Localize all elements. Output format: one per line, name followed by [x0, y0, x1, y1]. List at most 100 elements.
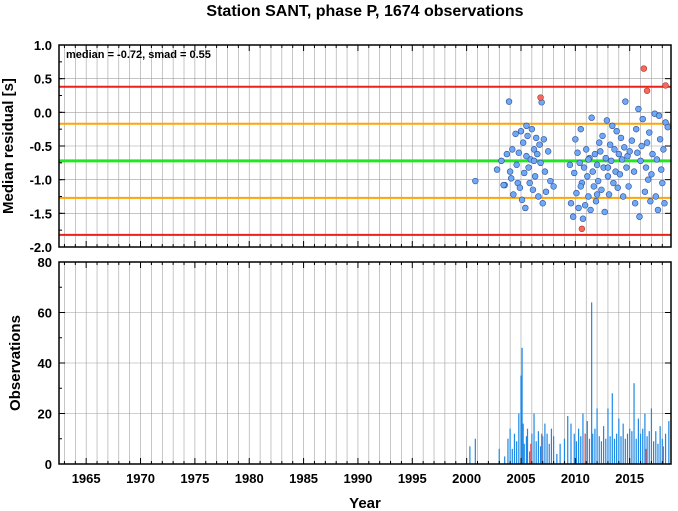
x-tick-label: 2005	[507, 471, 536, 486]
observation-bar	[556, 453, 558, 464]
residual-grid	[59, 44, 671, 248]
observations-x-ticks: 1965 1970 1975 1980 1985 1990 1995 2000 2005 2010…	[63, 262, 663, 486]
residual-point	[534, 150, 541, 158]
residual-point	[550, 183, 557, 190]
x-tick-label: 1965	[72, 471, 101, 486]
residual-point	[580, 164, 588, 171]
observation-bar	[588, 438, 591, 464]
residual-point	[661, 200, 668, 207]
observation-bar	[626, 433, 629, 464]
residual-point	[472, 177, 479, 185]
residual-point	[535, 193, 542, 200]
residual-point	[588, 114, 595, 121]
residual-point	[613, 127, 620, 135]
residual-point	[515, 149, 523, 156]
y-tick-label: -0.5	[30, 139, 52, 154]
residual-point	[510, 191, 517, 198]
observation-bar	[661, 438, 663, 464]
observation-bar	[516, 441, 518, 464]
outlier-observation-bar	[530, 443, 532, 464]
observations-panel: 0 20 40 60 80 1965 1970 1975 1980 1985 1990 1995 20…	[7, 255, 672, 511]
residual-point	[590, 183, 598, 190]
residual-point	[610, 179, 617, 187]
observation-bar	[567, 416, 569, 464]
observation-bar	[513, 433, 516, 464]
residual-point	[585, 193, 592, 200]
residual-point	[587, 206, 594, 214]
residual-point	[579, 215, 587, 222]
residual-point	[526, 179, 533, 187]
residual-point	[572, 136, 579, 143]
observation-bar	[469, 446, 471, 464]
residual-point	[517, 127, 525, 135]
y-tick-label: -2.0	[30, 240, 52, 255]
residual-point	[530, 146, 538, 153]
residual-point	[615, 150, 623, 158]
observation-bar	[637, 418, 639, 464]
residual-point	[660, 146, 667, 153]
observation-bar	[633, 383, 635, 464]
y-tick-label: 60	[38, 306, 52, 321]
residual-point	[642, 164, 650, 171]
residual-point	[577, 183, 584, 190]
residual-point	[525, 164, 532, 171]
observation-bar	[509, 428, 511, 464]
observation-bar	[550, 428, 553, 464]
residual-point	[603, 117, 611, 124]
observation-bar	[578, 428, 580, 464]
residual-point	[647, 198, 654, 205]
residual-y-ticks: 1.0 0.5 0.0 -0.5 -1.0 -1.5 -2.0	[30, 38, 671, 255]
residual-point	[493, 166, 501, 173]
residual-point	[591, 150, 599, 158]
residual-point	[625, 183, 632, 190]
residual-point	[606, 141, 614, 148]
residual-point	[641, 188, 649, 195]
residual-point	[602, 154, 609, 162]
outlier-point	[578, 225, 586, 233]
residual-point	[638, 142, 645, 150]
outlier-point	[640, 65, 648, 72]
residual-point	[542, 188, 550, 195]
residual-point	[509, 146, 516, 153]
observation-bar	[575, 441, 578, 464]
outlier-point	[662, 82, 669, 89]
residual-point	[584, 173, 591, 180]
residual-point	[531, 173, 539, 180]
residual-point	[594, 177, 602, 185]
residual-point	[523, 152, 530, 160]
observation-bar	[553, 436, 555, 464]
residual-point	[634, 149, 641, 156]
residual-point	[614, 184, 621, 191]
observation-bar	[521, 347, 523, 464]
observation-bar	[611, 393, 613, 464]
residual-point	[618, 156, 626, 163]
observation-bar	[580, 436, 582, 464]
residual-point	[597, 148, 604, 155]
residual-point	[652, 193, 659, 200]
residual-point	[498, 157, 505, 165]
observation-bar	[570, 423, 572, 464]
residual-point	[513, 161, 520, 169]
residual-point	[500, 181, 507, 189]
observation-bar	[657, 443, 659, 464]
residual-point	[516, 184, 524, 191]
residual-point	[576, 159, 583, 167]
observation-bar	[600, 441, 603, 464]
residual-point	[611, 146, 618, 153]
observation-bar	[659, 426, 661, 464]
observation-bar	[648, 431, 650, 464]
observation-bar	[607, 408, 609, 464]
observation-bar	[624, 438, 626, 464]
observation-bar	[546, 433, 548, 464]
observation-bar	[504, 456, 506, 464]
outlier-point	[643, 87, 651, 94]
residual-point	[536, 141, 543, 148]
residual-point	[626, 148, 633, 155]
residual-point	[631, 200, 639, 207]
residual-point	[599, 132, 606, 140]
y-tick-label: 0	[45, 457, 52, 472]
residual-point	[644, 176, 652, 183]
observation-bar	[653, 441, 655, 464]
residual-point	[569, 213, 577, 220]
